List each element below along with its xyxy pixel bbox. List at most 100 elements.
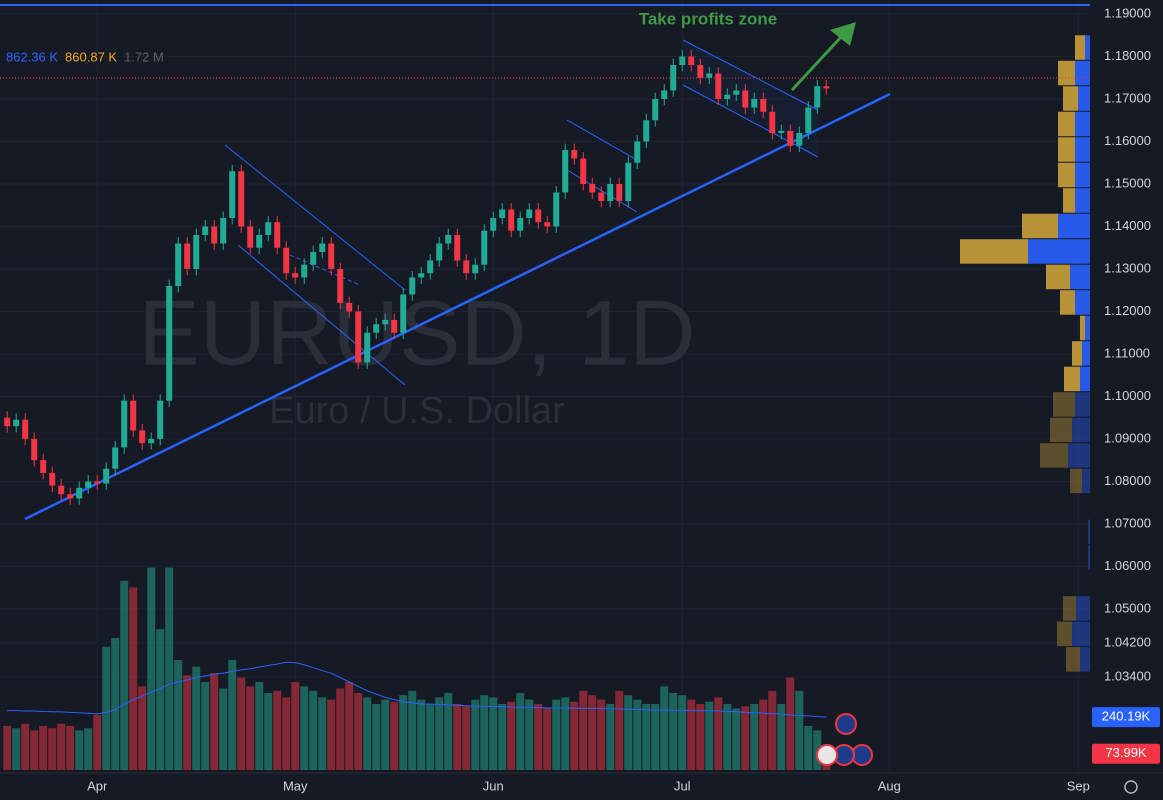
y-tick-label: 1.13000 bbox=[1104, 260, 1151, 275]
candle-body bbox=[427, 260, 434, 274]
settings-button[interactable] bbox=[1124, 780, 1138, 794]
x-tick-label: Apr bbox=[87, 778, 108, 793]
volume-bar bbox=[660, 686, 669, 770]
profile-up bbox=[1075, 290, 1090, 315]
profile-down bbox=[1063, 188, 1075, 213]
channel-line bbox=[682, 84, 819, 158]
volume-bar bbox=[552, 699, 561, 770]
candle-body bbox=[148, 438, 155, 444]
candle-body bbox=[751, 99, 758, 108]
candle-body bbox=[337, 268, 344, 303]
candle-body bbox=[769, 111, 776, 133]
candle-body bbox=[679, 56, 686, 66]
event-icon bbox=[816, 744, 838, 766]
candle-body bbox=[247, 226, 254, 248]
volume-bar bbox=[597, 699, 606, 770]
x-tick-label: Aug bbox=[878, 778, 901, 793]
profile-down bbox=[1080, 315, 1085, 341]
channel-mid-line bbox=[289, 254, 361, 286]
profile-up bbox=[1080, 647, 1090, 672]
candle-body bbox=[301, 264, 308, 278]
y-tick-label: 1.17000 bbox=[1104, 90, 1151, 105]
candle-body bbox=[715, 73, 722, 100]
profile-up bbox=[1075, 137, 1090, 162]
candle-body bbox=[562, 149, 569, 193]
profile-up bbox=[1085, 315, 1090, 341]
arrow-head bbox=[830, 22, 856, 46]
candle-body bbox=[508, 209, 515, 231]
profile-down bbox=[1072, 341, 1082, 366]
candle-body bbox=[112, 447, 119, 469]
y-tick-label: 1.06000 bbox=[1104, 558, 1151, 573]
profile-up bbox=[1070, 264, 1090, 290]
candle-body bbox=[85, 481, 92, 488]
candle-body bbox=[517, 217, 524, 231]
candle-body bbox=[256, 234, 263, 248]
candle-body bbox=[121, 400, 128, 448]
volume-bar bbox=[102, 646, 111, 770]
volume-bar bbox=[255, 682, 264, 770]
volume-bar bbox=[345, 682, 354, 770]
candle-body bbox=[589, 183, 596, 193]
volume-bar bbox=[156, 629, 165, 770]
candle-body bbox=[40, 460, 47, 473]
candle-body bbox=[481, 230, 488, 265]
profile-up bbox=[1075, 60, 1090, 86]
volume-bar bbox=[246, 686, 255, 770]
annotation: Take profits zone bbox=[639, 9, 778, 28]
candle-body bbox=[409, 277, 416, 295]
volume-bar bbox=[642, 704, 651, 770]
profile-up bbox=[1075, 162, 1090, 188]
profile-down bbox=[1063, 596, 1076, 621]
x-tick-label: Sep bbox=[1067, 778, 1090, 793]
candle-body bbox=[94, 481, 101, 484]
volume-bar bbox=[309, 690, 318, 770]
profile-down bbox=[1058, 162, 1075, 188]
volume-bar bbox=[48, 728, 57, 770]
profile-up bbox=[1082, 468, 1090, 494]
y-tick-label: 1.07000 bbox=[1104, 515, 1151, 530]
y-tick-label: 1.04200 bbox=[1104, 634, 1151, 649]
candle-body bbox=[499, 209, 506, 218]
profile-down bbox=[1022, 213, 1058, 239]
volume-bar bbox=[336, 688, 345, 770]
y-tick-label: 1.16000 bbox=[1104, 133, 1151, 148]
event-icons bbox=[816, 713, 873, 766]
candle-body bbox=[67, 494, 74, 499]
candle-body bbox=[445, 234, 452, 244]
volume-bar bbox=[174, 660, 183, 770]
profile-up bbox=[1076, 596, 1090, 621]
volume-bar bbox=[111, 638, 120, 770]
volume-bar bbox=[507, 701, 516, 770]
x-tick-label: Jul bbox=[674, 778, 691, 793]
volume-bar bbox=[165, 567, 174, 770]
profile-down bbox=[1063, 86, 1078, 111]
candle-body bbox=[4, 417, 11, 427]
candle-body bbox=[103, 468, 110, 484]
event-icon bbox=[835, 713, 857, 735]
volume-bar bbox=[327, 699, 336, 770]
profile-down bbox=[1053, 392, 1075, 417]
legend-value: 862.36 K bbox=[6, 49, 58, 64]
volume-bar bbox=[543, 708, 552, 770]
channel-fill bbox=[683, 40, 818, 157]
channel-line bbox=[682, 39, 819, 111]
volume-bar bbox=[3, 726, 12, 770]
candle-body bbox=[580, 158, 587, 184]
channel-line bbox=[224, 144, 406, 291]
candle-body bbox=[184, 243, 191, 269]
volume-bar bbox=[723, 704, 732, 770]
volume-ma-line bbox=[7, 661, 827, 718]
volume-bar bbox=[804, 726, 813, 770]
candle-body bbox=[418, 273, 425, 278]
volume-bar bbox=[525, 699, 534, 770]
profile-up bbox=[1080, 366, 1090, 392]
volume-bar bbox=[219, 688, 228, 770]
candles bbox=[4, 50, 830, 505]
candle-body bbox=[778, 130, 785, 133]
volume-bar bbox=[66, 726, 75, 770]
volume-bar bbox=[624, 695, 633, 770]
candle-body bbox=[733, 90, 740, 95]
y-tick-label: 1.15000 bbox=[1104, 175, 1151, 190]
